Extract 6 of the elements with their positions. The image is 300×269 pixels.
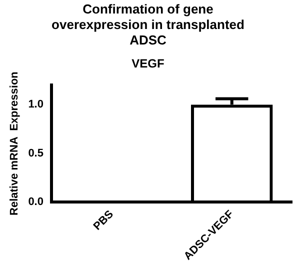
y-axis-title: Relative mRNA Expression: [8, 71, 21, 216]
y-tick-label: 0.5: [28, 147, 44, 160]
y-tick-label: 0.0: [28, 196, 44, 208]
y-tick-label: 1.0: [28, 98, 44, 111]
chart-subtitle: VEGF: [132, 56, 164, 70]
chart-title: Confirmation of gene overexpression in transplanted ADSC: [52, 1, 244, 48]
